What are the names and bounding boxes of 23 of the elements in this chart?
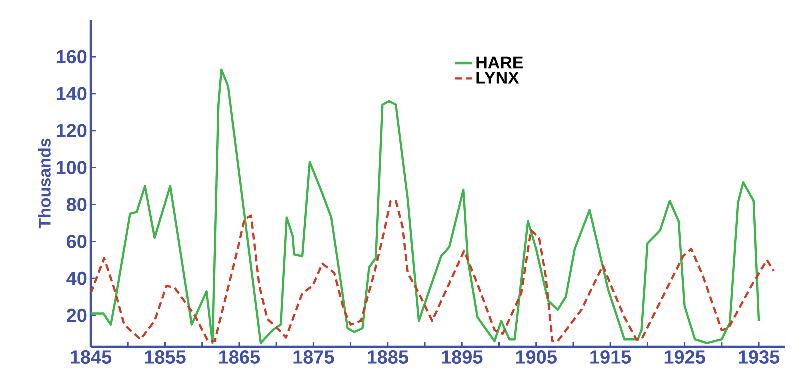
y-tick-label: 80 <box>66 198 87 212</box>
x-tick-label: 1915 <box>590 350 632 364</box>
legend-label: LYNX <box>476 72 520 84</box>
y-tick-label: 40 <box>66 272 87 286</box>
y-tick-label: 60 <box>67 234 87 248</box>
x-tick-label: 1895 <box>442 350 483 364</box>
y-tick-label: 160 <box>56 50 87 64</box>
y-axis-title: Thousands <box>38 138 51 229</box>
y-tick-label: 140 <box>56 87 87 101</box>
x-tick-label: 1935 <box>739 350 780 364</box>
line-series <box>91 200 775 343</box>
y-tick-label: 100 <box>56 161 87 175</box>
legend-label: HARE <box>476 56 524 69</box>
y-tick-label: 120 <box>56 124 87 138</box>
x-tick-label: 1865 <box>220 350 260 364</box>
x-tick-label: 1885 <box>368 350 408 364</box>
x-tick-label: 1875 <box>294 350 334 364</box>
x-tick-label: 1855 <box>145 350 186 364</box>
x-tick-label: 1905 <box>516 350 557 364</box>
x-tick-label: 1925 <box>664 350 706 364</box>
line-series <box>91 68 760 344</box>
x-tick-label: 1845 <box>71 350 112 364</box>
y-tick-label: 20 <box>66 308 87 322</box>
